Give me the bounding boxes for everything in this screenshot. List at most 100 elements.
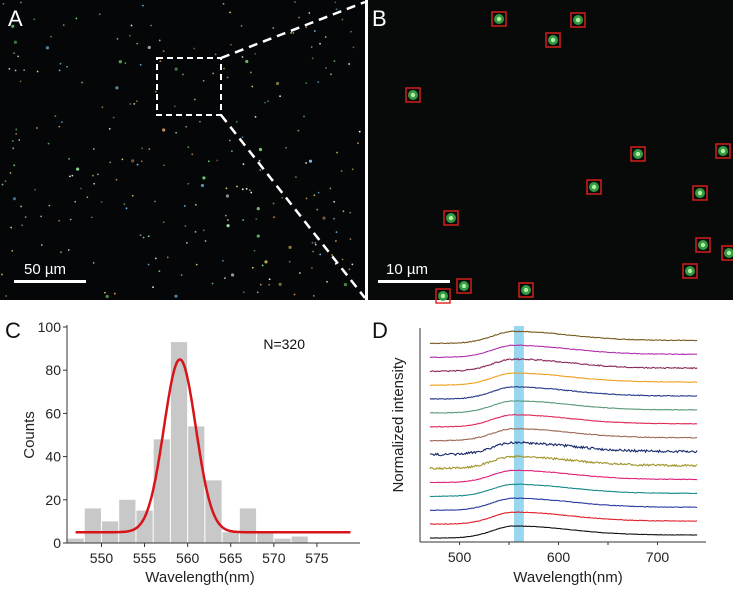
particle xyxy=(357,142,359,144)
particles-b xyxy=(405,11,733,304)
spectrum-line xyxy=(429,440,698,457)
particle xyxy=(58,125,61,128)
histogram-bar xyxy=(188,426,205,543)
particle xyxy=(222,2,225,5)
particle xyxy=(121,158,124,161)
particle xyxy=(92,148,95,150)
particle xyxy=(100,201,103,203)
particle xyxy=(334,262,337,265)
particle xyxy=(319,253,322,256)
particle xyxy=(69,218,72,221)
spectrum-line xyxy=(429,344,698,359)
particle xyxy=(202,229,205,232)
particle xyxy=(199,120,201,123)
spectrum-line xyxy=(429,357,698,373)
particle xyxy=(225,194,230,198)
particle xyxy=(288,260,291,263)
particle xyxy=(47,142,50,145)
particle xyxy=(139,63,142,66)
particle xyxy=(76,167,80,171)
particle xyxy=(131,194,134,197)
particle xyxy=(109,161,112,164)
particle xyxy=(136,163,139,166)
particle xyxy=(202,176,206,180)
particle xyxy=(242,219,245,221)
y-tick-label-c: 40 xyxy=(45,449,61,465)
spectrum-line xyxy=(429,511,698,525)
particle-core xyxy=(440,293,446,299)
particle xyxy=(297,129,300,132)
spectrum-line xyxy=(429,525,698,539)
particle-marker-box xyxy=(692,185,708,201)
particle-marker-box xyxy=(586,179,602,195)
particle xyxy=(335,231,338,234)
particle-core xyxy=(461,283,467,289)
particles-a xyxy=(1,1,361,299)
particle xyxy=(229,11,231,14)
particle-core xyxy=(575,17,581,23)
particle xyxy=(341,18,344,21)
particle xyxy=(292,32,295,34)
particle xyxy=(13,40,17,44)
highlight-band xyxy=(514,326,524,542)
particle-core xyxy=(523,287,529,293)
particle xyxy=(317,81,320,83)
particle xyxy=(20,205,22,208)
particle xyxy=(194,203,197,206)
spectrum-line xyxy=(429,400,698,414)
particle xyxy=(40,244,43,246)
particle xyxy=(193,47,196,50)
particle xyxy=(351,263,354,266)
particle xyxy=(166,256,169,259)
scale-bar-label-a: 50 µm xyxy=(24,261,66,278)
particle xyxy=(187,146,190,149)
particle-marker-box xyxy=(715,143,731,159)
particle xyxy=(313,194,316,197)
particle xyxy=(348,268,351,271)
particle-marker-box xyxy=(405,87,421,103)
particle xyxy=(324,36,327,38)
particle xyxy=(183,205,186,207)
particle xyxy=(305,162,307,164)
particle xyxy=(340,170,343,172)
zoom-region-box xyxy=(156,57,222,116)
particle-core xyxy=(720,148,726,154)
particle xyxy=(261,264,264,267)
particle xyxy=(298,272,301,274)
particle xyxy=(163,164,166,167)
particle xyxy=(123,203,126,206)
panel-d: D Wavelength(nm) Normalized intensity 50… xyxy=(372,318,706,586)
particle xyxy=(275,81,280,86)
particle xyxy=(21,224,23,227)
particle xyxy=(9,172,12,174)
particle xyxy=(254,115,257,118)
particle xyxy=(173,105,176,108)
particle xyxy=(349,211,352,214)
particle xyxy=(225,187,228,190)
particle xyxy=(147,263,150,266)
particle xyxy=(272,202,275,205)
y-axis-label-c: Counts xyxy=(21,411,38,459)
particle xyxy=(101,106,104,109)
panel-label-b: B xyxy=(372,6,387,31)
particle xyxy=(48,204,51,207)
particle xyxy=(159,60,162,62)
particle xyxy=(272,27,275,29)
particle-core xyxy=(726,250,732,256)
particle xyxy=(242,291,245,294)
panel-b: B 10 µm xyxy=(368,0,733,304)
particle xyxy=(193,98,196,101)
particle xyxy=(241,188,244,191)
particle xyxy=(245,59,249,64)
particle-marker-box xyxy=(545,32,561,48)
particle xyxy=(251,85,254,88)
histogram-bar xyxy=(136,510,153,543)
particle xyxy=(308,12,311,14)
particle xyxy=(92,262,95,264)
particle xyxy=(11,140,14,142)
particle xyxy=(58,69,61,72)
particle xyxy=(348,63,351,65)
particle xyxy=(349,238,352,240)
